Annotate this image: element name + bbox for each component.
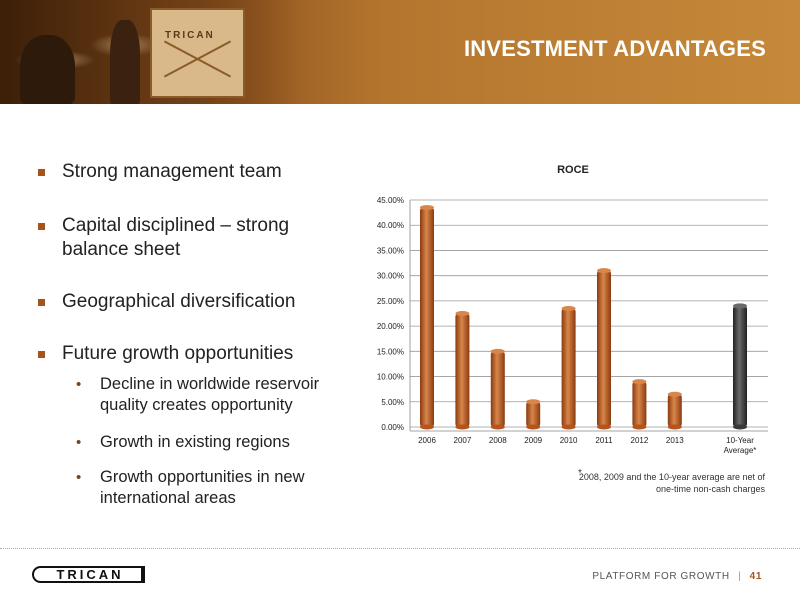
- bar-cap: [455, 311, 470, 316]
- x-tick-label: 2013: [666, 436, 684, 445]
- roce-bar: [561, 305, 576, 430]
- bar-body: [526, 401, 541, 427]
- chart-title: ROCE: [557, 164, 589, 176]
- x-tick-label: 2009: [524, 436, 542, 445]
- y-tick-label: 20.00%: [377, 322, 404, 331]
- bar-cap: [733, 303, 747, 309]
- bar-body: [733, 305, 747, 427]
- y-tick-label: 35.00%: [377, 246, 404, 255]
- bullet-item: Capital disciplined – strong balance she…: [36, 214, 356, 262]
- footnote-marker: *: [578, 468, 582, 479]
- bar-cap: [561, 305, 576, 311]
- y-tick-label: 40.00%: [377, 221, 404, 230]
- bar-cap: [526, 399, 541, 405]
- bar-base: [597, 424, 611, 430]
- roce-bar: [420, 205, 434, 430]
- sub-bullet-item: Growth in existing regions: [36, 432, 356, 453]
- roce-chart-svg: ROCE 0.00% 5.00% 10.00% 15.00% 20.00% 25.00% 3…: [377, 164, 768, 455]
- bar-base: [733, 424, 747, 430]
- roce-bar: [455, 311, 470, 430]
- y-tick-label: 25.00%: [377, 297, 404, 306]
- footer-separator: |: [738, 571, 742, 582]
- roce-bar: [667, 391, 682, 430]
- bar-body: [597, 270, 611, 427]
- bar-cap: [632, 379, 647, 385]
- bar-body: [490, 351, 505, 427]
- y-tick-label: 30.00%: [377, 272, 404, 281]
- bar-cap: [420, 205, 434, 211]
- roce-bar: [490, 348, 505, 430]
- bar-body: [420, 207, 434, 427]
- photo-crate-label: TRICAN: [165, 30, 215, 41]
- logo-bar: [141, 566, 145, 583]
- x-tick-label: Average*: [724, 446, 757, 455]
- bar-cap: [597, 268, 611, 274]
- photo-equipment-crate: [150, 8, 245, 98]
- bar-base: [420, 424, 434, 430]
- bar-body: [455, 313, 470, 427]
- bullet-item: Strong management team: [36, 160, 356, 184]
- bar-base: [526, 424, 541, 430]
- x-tick-label: 2012: [631, 436, 649, 445]
- company-logo: TRICAN: [32, 566, 144, 583]
- bar-cap: [667, 391, 682, 397]
- average-bar: [733, 303, 747, 430]
- bar-body: [561, 308, 576, 427]
- y-tick-label: 15.00%: [377, 347, 404, 356]
- photo-person-microscope: [20, 35, 75, 104]
- y-tick-label: 0.00%: [381, 423, 404, 432]
- photo-person-standing: [110, 20, 140, 104]
- y-tick-label: 45.00%: [377, 196, 404, 205]
- x-tick-label: 10-Year: [726, 436, 754, 445]
- bullet-item: Geographical diversification: [36, 290, 356, 314]
- bar-base: [667, 424, 682, 430]
- bar-base: [455, 424, 470, 430]
- bar-body: [667, 394, 682, 427]
- x-tick-label: 2010: [560, 436, 578, 445]
- page-number: 41: [749, 571, 762, 582]
- bullet-list: Strong management team Capital disciplin…: [36, 160, 356, 509]
- footer-tagline: PLATFORM FOR GROWTH: [592, 571, 730, 582]
- bar-cap: [490, 348, 505, 354]
- bar-base: [632, 424, 647, 430]
- bullet-item: Future growth opportunities: [36, 342, 356, 366]
- footer: PLATFORM FOR GROWTH | 41: [592, 571, 762, 582]
- sub-bullet-item: Growth opportunities in new internationa…: [36, 467, 356, 509]
- x-tick-label: 2008: [489, 436, 507, 445]
- bar-body: [632, 381, 647, 427]
- bar-base: [561, 424, 576, 430]
- chart-footnote: * 2008, 2009 and the 10-year average are…: [560, 468, 765, 495]
- roce-chart: ROCE 0.00% 5.00% 10.00% 15.00% 20.00% 25.00% 3…: [360, 155, 780, 515]
- footnote-text: 2008, 2009 and the 10-year average are n…: [578, 472, 765, 494]
- roce-bar: [632, 379, 647, 430]
- sub-bullet-item: Decline in worldwide reservoir quality c…: [36, 374, 356, 416]
- footer-divider: [0, 548, 800, 549]
- header-banner: TRICAN INVESTMENT ADVANTAGES: [0, 0, 800, 104]
- slide-title: INVESTMENT ADVANTAGES: [463, 36, 766, 61]
- roce-bar: [526, 399, 541, 430]
- bar-base: [490, 424, 505, 430]
- x-tick-label: 2007: [454, 436, 472, 445]
- y-tick-label: 5.00%: [381, 398, 404, 407]
- x-tick-label: 2006: [418, 436, 436, 445]
- header-photo: TRICAN: [0, 0, 300, 104]
- x-tick-label: 2011: [595, 436, 613, 445]
- roce-bar: [597, 268, 611, 430]
- y-tick-label: 10.00%: [377, 373, 404, 382]
